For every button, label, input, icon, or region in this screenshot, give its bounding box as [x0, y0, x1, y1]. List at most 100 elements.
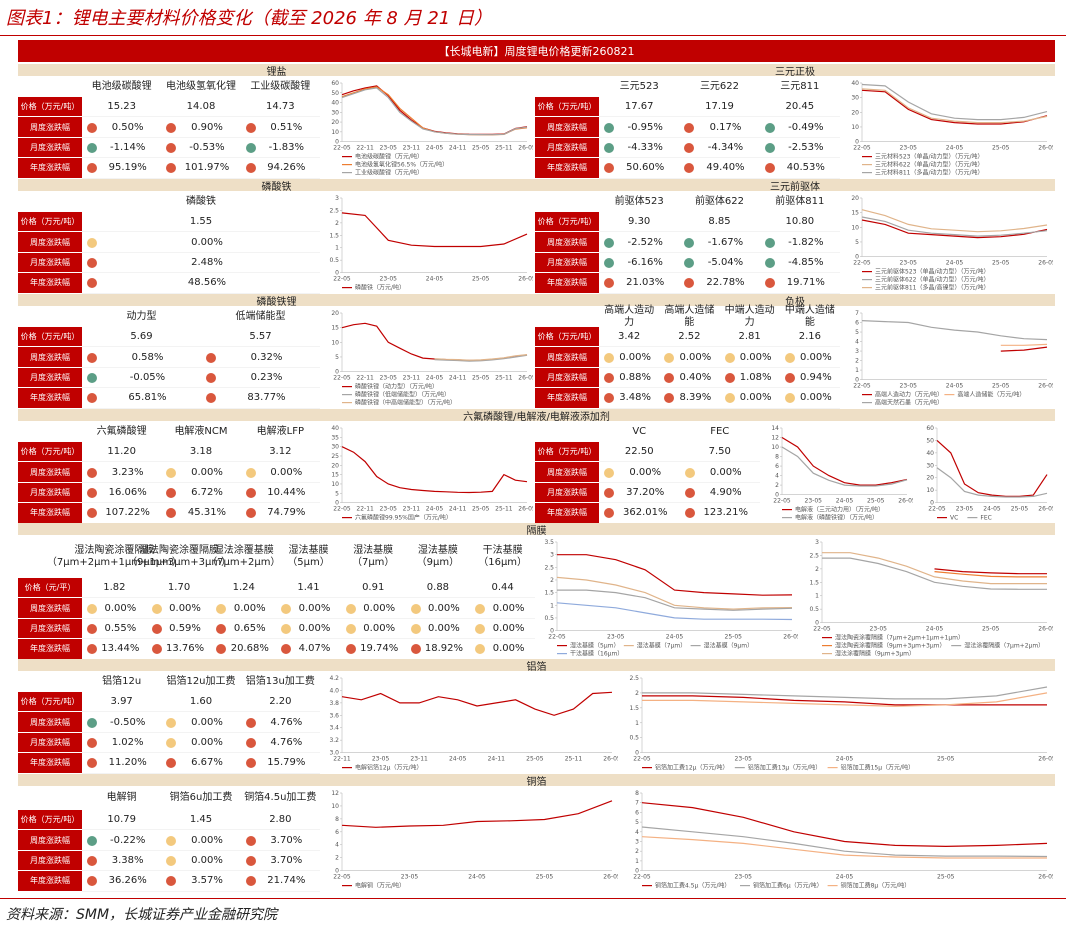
x-tick-label: 26-05	[898, 498, 913, 505]
trend-dot	[664, 373, 675, 383]
column-header: FEC	[710, 425, 730, 437]
cell-value: -0.50%	[82, 712, 162, 733]
series-line	[556, 602, 793, 621]
cell-value: 48.56%	[82, 273, 320, 294]
y-tick-label: 8	[335, 816, 339, 823]
cell-value: -1.67%	[679, 232, 760, 253]
column-header: 湿法陶瓷涂覆隔膜（7μm+2μm+1μm+1μm）	[46, 544, 182, 568]
column-header: 高端人造动力	[604, 304, 655, 328]
x-tick-label: 23-11	[403, 145, 421, 152]
series-line	[861, 219, 1048, 239]
cell-value: 0.00%	[161, 712, 241, 733]
trend-dot	[684, 508, 695, 519]
y-tick-label: 5	[335, 490, 339, 497]
cell-value: 22.50	[599, 442, 680, 463]
trend-dot	[87, 876, 97, 887]
x-tick-label: 22-05	[853, 260, 871, 267]
x-tick-label: 25-05	[472, 506, 490, 513]
y-tick-label: 0	[855, 377, 859, 384]
trend-dot	[87, 393, 97, 404]
y-tick-label: 10	[331, 481, 339, 488]
x-tick-label: 24-05	[946, 383, 964, 390]
cell-value: 3.42	[599, 327, 660, 348]
cell-value: 0.00%	[719, 347, 780, 368]
trend-dot	[245, 143, 256, 153]
cell-value: 7.50	[679, 442, 760, 463]
section-header: 三元正极	[535, 64, 1055, 78]
row-label: 周度涨跌幅	[18, 598, 82, 619]
y-tick-label: 7	[855, 310, 859, 317]
y-tick-label: 30	[926, 462, 934, 469]
column-header: 三元811	[780, 80, 820, 92]
x-tick-label: 25-05	[992, 383, 1010, 390]
x-tick-label: 22-05	[333, 145, 351, 152]
cell-value: 3.48%	[599, 388, 660, 409]
column-header: 三元622	[699, 80, 740, 92]
series-line	[557, 554, 793, 596]
y-tick-label: 1	[635, 858, 639, 865]
y-tick-label: 20	[851, 195, 859, 202]
trend-dot	[87, 373, 97, 383]
x-tick-label: 23-11	[403, 375, 421, 382]
y-tick-label: 10	[851, 124, 859, 131]
y-tick-label: 10	[851, 224, 859, 231]
series-line	[861, 320, 1048, 341]
trend-dot	[475, 624, 486, 634]
cell-value: 0.00%	[276, 598, 341, 619]
cell-value: 1.70	[146, 578, 212, 599]
cell-value: 6.72%	[161, 483, 241, 504]
series-line	[341, 446, 528, 494]
row-label: 月度涨跌幅	[535, 367, 599, 389]
series-line	[556, 576, 793, 610]
y-tick-label: 0	[335, 270, 339, 277]
row-label: 周度涨跌幅	[18, 712, 82, 733]
cell-value: 0.59%	[146, 619, 212, 640]
cell-value: 0.00%	[161, 851, 241, 872]
cell-value: 11.20	[82, 442, 162, 463]
y-tick-label: 0.5	[544, 615, 554, 622]
row-label: 年度涨跌幅	[18, 753, 82, 774]
x-tick-label: 24-05	[926, 626, 944, 633]
x-tick-label: 24-11	[449, 506, 467, 513]
cell-value: 0.00%	[82, 598, 147, 619]
y-tick-label: 2.5	[809, 552, 819, 559]
legend-label: 三元材料523（单晶/动力型）（万元/吨）	[875, 153, 984, 161]
y-tick-label: 15	[331, 472, 339, 479]
column-header: 铜箔4.5u加工费	[244, 792, 317, 803]
series-line	[642, 695, 1047, 706]
row-label: 年度涨跌幅	[18, 503, 82, 524]
cell-value: 17.67	[599, 97, 680, 118]
trend-dot	[764, 122, 775, 133]
column-header: 工业级碳酸锂	[250, 80, 311, 92]
y-tick-label: 4	[775, 473, 779, 480]
y-tick-label: 3	[335, 195, 339, 202]
cell-value: 362.01%	[599, 503, 680, 524]
row-label: 周度涨跌幅	[18, 347, 82, 368]
series-line	[341, 322, 528, 362]
cell-value: 3.18	[161, 442, 241, 463]
column-header: 前驱体622	[694, 195, 745, 207]
legend-label: 三元材料622（单晶/动力型）（万元/吨）	[875, 161, 984, 169]
series-line	[341, 85, 528, 136]
trend-dot	[764, 278, 775, 289]
cell-value: 13.76%	[146, 639, 212, 660]
series-line	[781, 436, 908, 486]
row-label: 年度涨跌幅	[535, 158, 599, 179]
cell-value: -2.53%	[759, 138, 840, 159]
y-tick-label: 6	[335, 829, 339, 836]
x-tick-label: 23-11	[410, 756, 428, 763]
cell-value: 19.71%	[759, 273, 840, 294]
x-tick-label: 25-11	[565, 756, 583, 763]
row-label: 价格（万元/吨）	[535, 442, 599, 463]
cell-value: 1.55	[82, 212, 320, 233]
cell-value: 13.44%	[82, 639, 147, 660]
x-tick-label: 26-05	[783, 634, 798, 641]
y-tick-label: 4.0	[329, 687, 339, 694]
trend-dot	[684, 143, 695, 153]
cell-value: 50.60%	[599, 158, 680, 179]
trend-dot	[245, 717, 256, 728]
y-tick-label: 0.5	[329, 257, 339, 264]
row-label: 周度涨跌幅	[18, 117, 82, 138]
cell-value: 4.07%	[276, 639, 341, 660]
trend-dot	[604, 122, 614, 133]
